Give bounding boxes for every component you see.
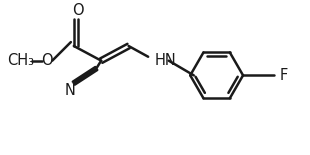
Text: O: O xyxy=(72,3,83,18)
Text: HN: HN xyxy=(155,53,177,68)
Text: CH₃: CH₃ xyxy=(7,53,34,68)
Text: F: F xyxy=(279,68,287,83)
Text: N: N xyxy=(64,82,75,97)
Text: O: O xyxy=(42,53,53,68)
